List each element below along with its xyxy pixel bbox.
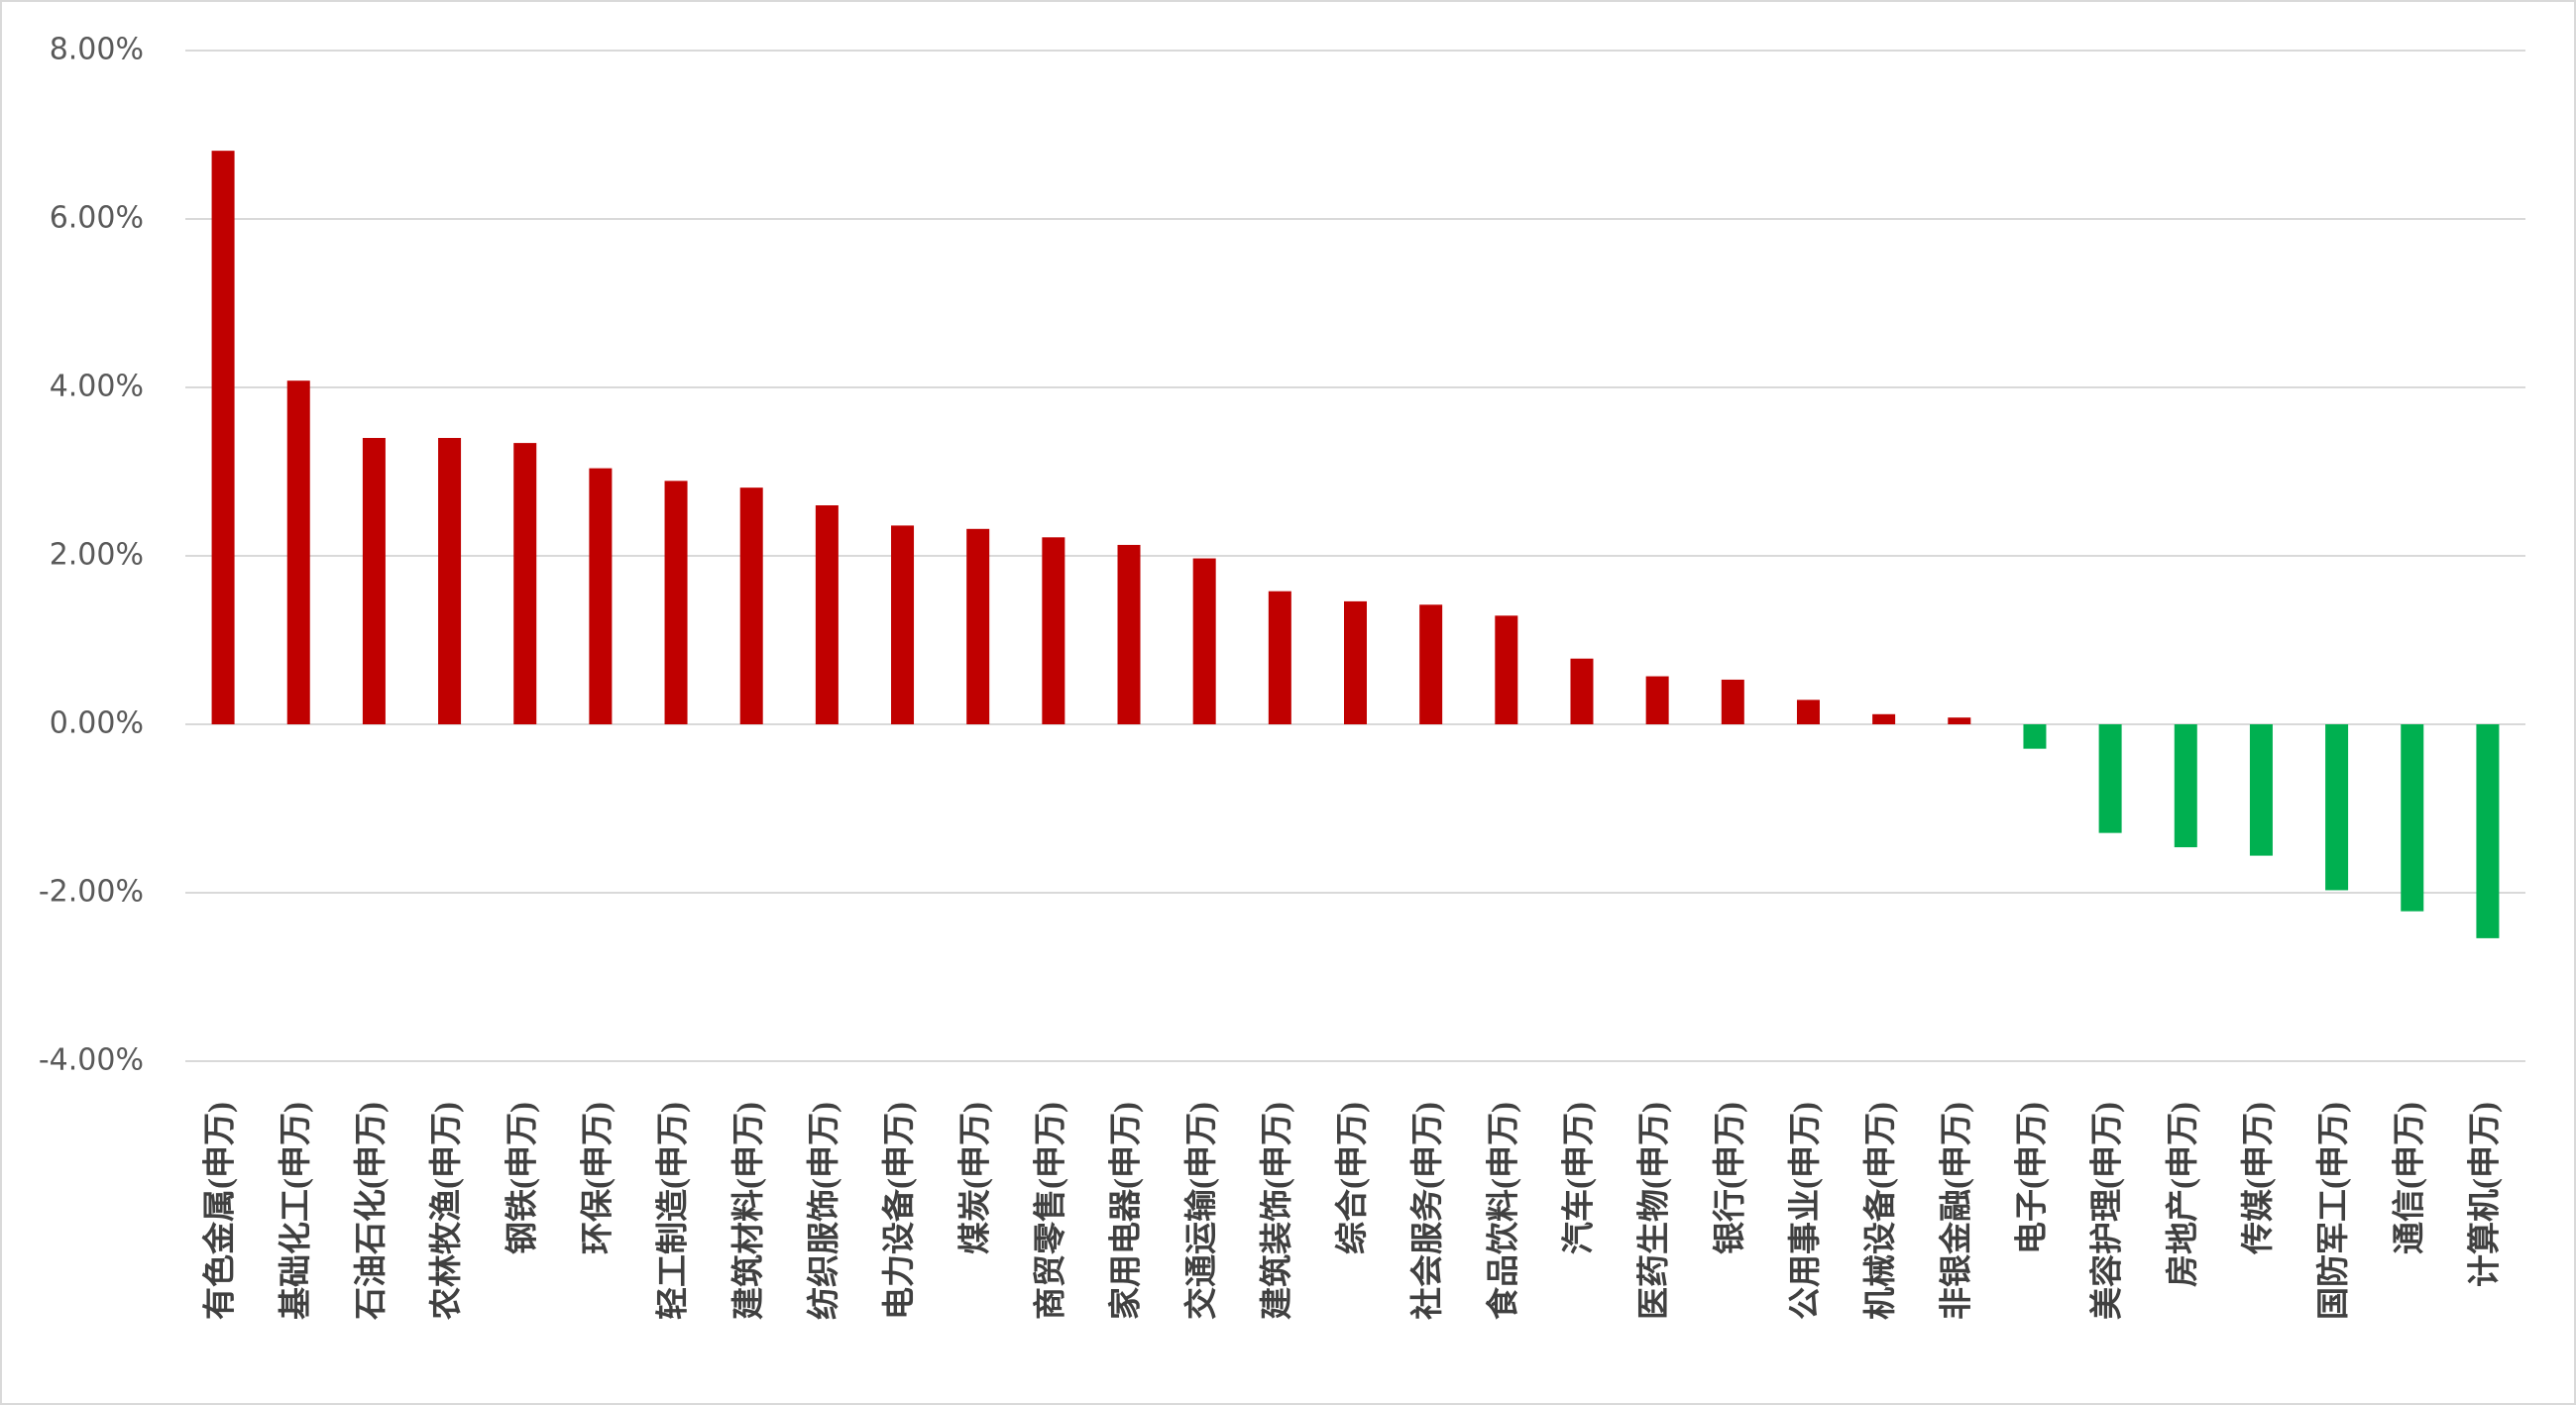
x-tick-label: 环保(申万) [579,1102,616,1254]
bar [1721,679,1744,724]
x-tick-label: 电力设备(申万) [881,1102,918,1320]
x-tick-label: 建筑材料(申万) [730,1102,767,1320]
bar [1645,676,1669,724]
bar [211,151,235,724]
x-tick-label: 医药生物(申万) [1636,1102,1673,1320]
bar [2174,724,2197,848]
bar [438,438,462,724]
y-tick-label: -4.00% [39,1043,144,1078]
bar [2401,724,2424,912]
bar [1796,700,1820,724]
bar [739,487,763,724]
x-tick-label: 通信(申万) [2391,1102,2427,1254]
bar [1268,591,1291,724]
bar [2249,724,2273,856]
bar [815,505,839,724]
x-tick-label: 基础化工(申万) [278,1102,314,1320]
x-tick-label: 农林牧渔(申万) [428,1102,465,1320]
bar [286,380,310,724]
x-tick-label: 综合(申万) [1334,1102,1371,1254]
y-tick-label: -2.00% [39,875,144,910]
x-tick-label: 商贸零售(申万) [1032,1102,1068,1320]
bar [1570,658,1594,724]
y-tick-label: 6.00% [50,201,144,236]
bar [1117,544,1141,724]
x-tick-label: 纺织服饰(申万) [806,1102,842,1320]
bar [2098,724,2122,833]
bar [1948,717,1971,724]
x-tick-label: 汽车(申万) [1561,1102,1598,1254]
bar [1419,604,1443,724]
x-tick-label: 美容护理(申万) [2089,1102,2126,1320]
bar [1495,615,1518,724]
x-tick-label: 银行(申万) [1712,1102,1748,1254]
bar [589,468,613,724]
x-tick-label: 交通运输(申万) [1182,1102,1220,1320]
bar [2023,724,2047,749]
x-tick-label: 轻工制造(申万) [655,1102,692,1320]
x-tick-label: 房地产(申万) [2165,1102,2201,1287]
x-tick-label: 社会服务(申万) [1409,1102,1446,1320]
x-tick-label: 公用事业(申万) [1787,1102,1824,1320]
bar [1344,600,1367,724]
y-tick-label: 2.00% [50,538,144,573]
y-tick-label: 0.00% [50,706,144,741]
x-tick-label: 石油石化(申万) [353,1102,390,1321]
bar [891,525,915,724]
x-tick-label: 国防军工(申万) [2315,1102,2352,1320]
x-tick-label: 电子(申万) [2014,1102,2051,1254]
x-tick-label: 钢铁(申万) [504,1102,540,1254]
bar [513,443,537,724]
bar [2476,724,2500,938]
y-tick-label: 8.00% [50,33,144,67]
bar [1192,558,1216,724]
bar [362,438,386,724]
bar [664,481,688,724]
x-tick-label: 家用电器(申万) [1108,1102,1145,1320]
x-tick-label: 计算机(申万) [2465,1102,2503,1287]
bar [2325,724,2349,891]
x-tick-label: 机械设备(申万) [1862,1102,1899,1320]
x-tick-label: 煤炭(申万) [956,1102,993,1254]
x-tick-label: 传媒(申万) [2240,1102,2277,1255]
x-tick-label: 食品饮料(申万) [1484,1102,1521,1320]
y-tick-label: 4.00% [50,370,144,404]
x-tick-label: 建筑装饰(申万) [1259,1102,1295,1320]
bar [1872,713,1896,724]
bar [1042,537,1065,724]
x-tick-label: 非银金融(申万) [1937,1102,1974,1320]
x-tick-label: 有色金属(申万) [201,1102,239,1320]
bar [966,528,990,724]
